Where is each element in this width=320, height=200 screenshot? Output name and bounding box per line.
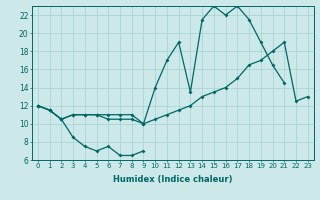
X-axis label: Humidex (Indice chaleur): Humidex (Indice chaleur) bbox=[113, 175, 233, 184]
